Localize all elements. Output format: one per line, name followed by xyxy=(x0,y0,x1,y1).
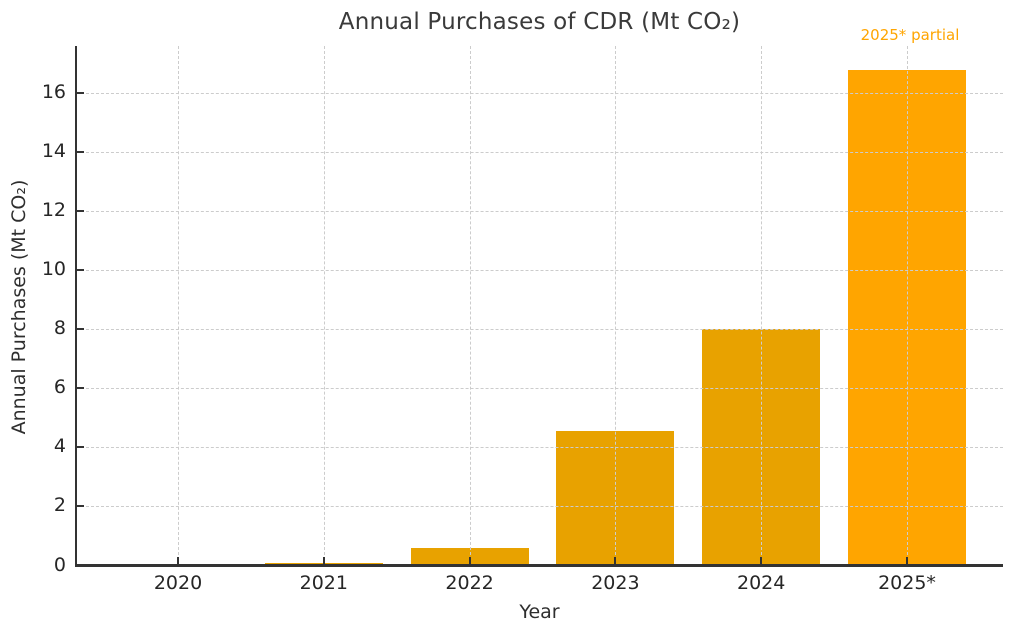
y-tick-mark xyxy=(77,387,84,390)
h-gridline xyxy=(76,447,1003,449)
y-axis-spine xyxy=(75,46,77,566)
x-tick-label: 2020 xyxy=(153,572,203,594)
x-tick-mark xyxy=(906,557,908,565)
h-gridline xyxy=(76,270,1003,272)
v-gridline xyxy=(323,46,325,565)
v-gridline xyxy=(761,46,763,565)
h-gridline xyxy=(76,388,1003,390)
partial-year-annotation: 2025* partial xyxy=(860,26,960,44)
x-tick-label: 2025* xyxy=(878,572,936,594)
y-tick-label: 12 xyxy=(41,199,66,222)
v-gridline xyxy=(615,46,617,565)
x-tick-label: 2022 xyxy=(445,572,494,594)
v-gridline xyxy=(907,46,908,565)
y-tick-mark xyxy=(77,328,84,331)
x-tick-mark xyxy=(177,557,179,565)
x-tick-label: 2023 xyxy=(591,572,640,594)
x-axis-spine xyxy=(75,564,1003,567)
h-gridline xyxy=(76,152,1003,154)
y-tick-mark xyxy=(77,269,84,272)
x-tick-label: 2024 xyxy=(737,572,786,594)
y-tick-label: 14 xyxy=(41,140,66,163)
y-tick-mark xyxy=(77,151,84,154)
y-tick-mark xyxy=(77,564,84,567)
y-tick-mark xyxy=(77,446,84,449)
x-tick-mark xyxy=(760,557,763,565)
chart-title: Annual Purchases of CDR (Mt CO₂) xyxy=(338,9,741,35)
h-gridline xyxy=(76,211,1003,213)
y-tick-label: 8 xyxy=(53,317,66,340)
h-gridline xyxy=(76,329,1003,331)
y-tick-label: 6 xyxy=(53,376,66,399)
x-tick-label: 2021 xyxy=(299,572,348,594)
h-gridline xyxy=(76,93,1003,95)
x-tick-mark xyxy=(468,557,471,565)
y-tick-label: 2 xyxy=(53,494,66,517)
v-gridline xyxy=(178,46,179,565)
x-tick-mark xyxy=(614,557,617,565)
v-gridline xyxy=(469,46,471,565)
y-tick-mark xyxy=(77,92,84,95)
y-tick-label: 4 xyxy=(53,435,66,458)
y-tick-mark xyxy=(77,210,84,213)
y-tick-mark xyxy=(77,505,84,508)
y-tick-label: 16 xyxy=(41,81,66,104)
h-gridline xyxy=(76,506,1003,508)
x-tick-mark xyxy=(322,557,325,565)
y-tick-label: 0 xyxy=(53,553,66,576)
x-axis-label: Year xyxy=(519,601,560,623)
y-tick-label: 10 xyxy=(41,258,66,281)
